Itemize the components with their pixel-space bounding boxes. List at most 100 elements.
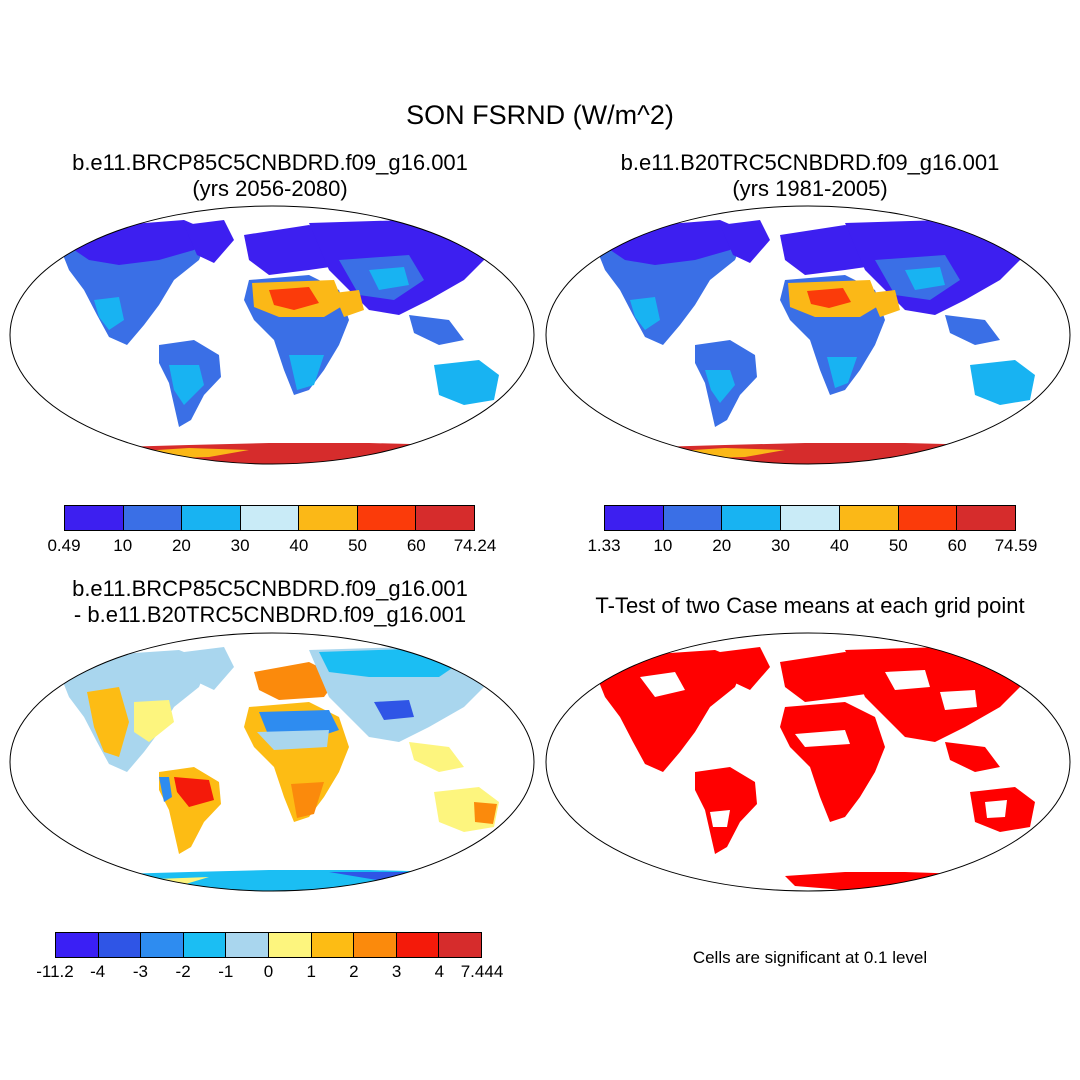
figure-title: SON FSRND (W/m^2) xyxy=(406,100,674,130)
colorbar-tick-label: 2 xyxy=(349,962,359,981)
colorbar-swatch xyxy=(182,506,241,530)
colorbar-tick-label: 60 xyxy=(406,536,426,555)
significant-north-america xyxy=(595,650,745,772)
colorbar-tick-label: 7.444 xyxy=(460,962,504,981)
panel3-title-line2: - b.e11.B20TRC5CNBDRD.f09_g16.001 xyxy=(73,602,467,627)
landmass-greenland xyxy=(184,647,234,690)
landmass-sahel xyxy=(257,730,329,750)
panel3-title: b.e11.BRCP85C5CNBDRD.f09_g16.001 - b.e11… xyxy=(20,576,520,628)
colorbar-difference-labels: -11.2 -4 -3 -2 -1 0 1 2 3 4 7.444 xyxy=(36,962,503,984)
colorbar-swatch xyxy=(663,506,723,530)
colorbar-tick-label: 50 xyxy=(888,536,908,555)
landmass-sa-patch xyxy=(169,365,204,405)
landmass-sahara-hot xyxy=(807,288,851,308)
colorbar-future-labels: 0.49 10 20 30 40 50 60 74.24 xyxy=(47,536,496,558)
landmass-sa-patch xyxy=(705,370,735,403)
landmass-asia-central xyxy=(374,700,414,720)
landmass-antarctica xyxy=(10,443,534,464)
landmass-australia-east xyxy=(474,802,497,824)
colorbar-tick-label: 0.49 xyxy=(47,536,81,555)
nonsignificant-sahel xyxy=(795,730,850,747)
landmass-europe xyxy=(254,662,339,700)
map-border xyxy=(545,632,1071,892)
landmass-greenland xyxy=(184,220,234,263)
map-border xyxy=(545,205,1071,465)
landmass-australia xyxy=(434,360,499,405)
colorbar-tick-label: -4 xyxy=(90,962,106,981)
map-historical-case xyxy=(545,205,1071,465)
nonsignificant-sa-south xyxy=(710,810,730,827)
colorbar-swatch xyxy=(957,506,1016,530)
colorbar-swatch xyxy=(416,506,475,530)
colorbar-tick-label: 1.33 xyxy=(587,536,621,555)
colorbar-future xyxy=(64,505,475,531)
colorbar-difference xyxy=(55,932,482,958)
significant-africa xyxy=(780,702,885,822)
landmass-us-west xyxy=(94,297,124,330)
panel1-title-line1: b.e11.BRCP85C5CNBDRD.f09_g16.001 xyxy=(72,150,468,175)
panel3-title-line1: b.e11.BRCP85C5CNBDRD.f09_g16.001 xyxy=(72,576,468,601)
colorbar-tick-label: 74.24 xyxy=(453,536,497,555)
nonsignificant-asia-north xyxy=(885,670,930,690)
landmass-tibet xyxy=(905,267,945,290)
colorbar-swatch xyxy=(722,506,782,530)
panel4-title: T-Test of two Case means at each grid po… xyxy=(545,593,1075,619)
colorbar-historical xyxy=(604,505,1016,531)
colorbar-tick-label: -3 xyxy=(132,962,148,981)
landmass-australia xyxy=(970,360,1035,405)
map-ttest-significance xyxy=(545,632,1071,892)
landmass-amazon xyxy=(174,777,214,807)
colorbar-swatch xyxy=(781,506,840,530)
landmass-tibet xyxy=(369,267,409,290)
colorbar-tick-label: 20 xyxy=(712,536,732,555)
colorbar-tick-label: 1 xyxy=(306,962,316,981)
colorbar-swatch xyxy=(354,933,397,957)
colorbar-tick-label: -2 xyxy=(175,962,191,981)
colorbar-swatch xyxy=(240,506,300,530)
colorbar-tick-label: -11.2 xyxy=(36,962,74,981)
colorbar-tick-label: 4 xyxy=(434,962,445,981)
landmass-southern-africa xyxy=(827,357,857,388)
panel1-title: b.e11.BRCP85C5CNBDRD.f09_g16.001 (yrs 20… xyxy=(20,150,520,202)
significant-greenland xyxy=(720,647,770,690)
significant-asia xyxy=(845,647,1025,742)
nonsignificant-asia-central xyxy=(940,690,977,710)
colorbar-swatch xyxy=(605,506,664,530)
landmass-na-west xyxy=(87,687,129,757)
colorbar-swatch xyxy=(311,933,355,957)
colorbar-tick-label: 10 xyxy=(113,536,133,555)
colorbar-tick-label: 50 xyxy=(348,536,368,555)
landmass-antarctica xyxy=(10,870,534,891)
nonsignificant-canada xyxy=(640,672,685,697)
landmass-greenland xyxy=(720,220,770,263)
landmass-southern-africa xyxy=(291,782,324,818)
map-border xyxy=(9,205,535,465)
significance-note: Cells are significant at 0.1 level xyxy=(692,948,928,967)
map-difference xyxy=(9,632,535,892)
colorbar-tick-label: 20 xyxy=(171,536,191,555)
landmass-se-asia xyxy=(945,315,1000,345)
colorbar-swatch xyxy=(396,933,440,957)
map-border xyxy=(9,632,535,892)
panel2-title-line1: b.e11.B20TRC5CNBDRD.f09_g16.001 xyxy=(620,150,1000,175)
nonsignificant-australia xyxy=(985,800,1007,818)
significant-se-asia xyxy=(945,742,1000,772)
colorbar-swatch xyxy=(141,933,184,957)
colorbar-swatch xyxy=(56,933,99,957)
colorbar-swatch xyxy=(439,933,481,957)
panel2-title-line2: (yrs 1981-2005) xyxy=(732,176,888,201)
landmass-se-asia xyxy=(409,742,464,772)
colorbar-tick-label: 30 xyxy=(771,536,791,555)
colorbar-tick-label: 74.59 xyxy=(994,536,1038,555)
colorbar-swatch xyxy=(898,506,958,530)
colorbar-historical-labels: 1.33 10 20 30 40 50 60 74.59 xyxy=(587,536,1037,558)
colorbar-swatch xyxy=(123,506,183,530)
colorbar-swatch xyxy=(183,933,227,957)
landmass-southern-africa xyxy=(289,355,324,390)
landmass-sahara-hot xyxy=(269,287,319,310)
landmass-us-west xyxy=(630,297,660,330)
landmass-se-asia xyxy=(409,315,464,345)
colorbar-swatch xyxy=(268,933,312,957)
significant-antarctica xyxy=(785,872,985,890)
colorbar-swatch xyxy=(65,506,124,530)
